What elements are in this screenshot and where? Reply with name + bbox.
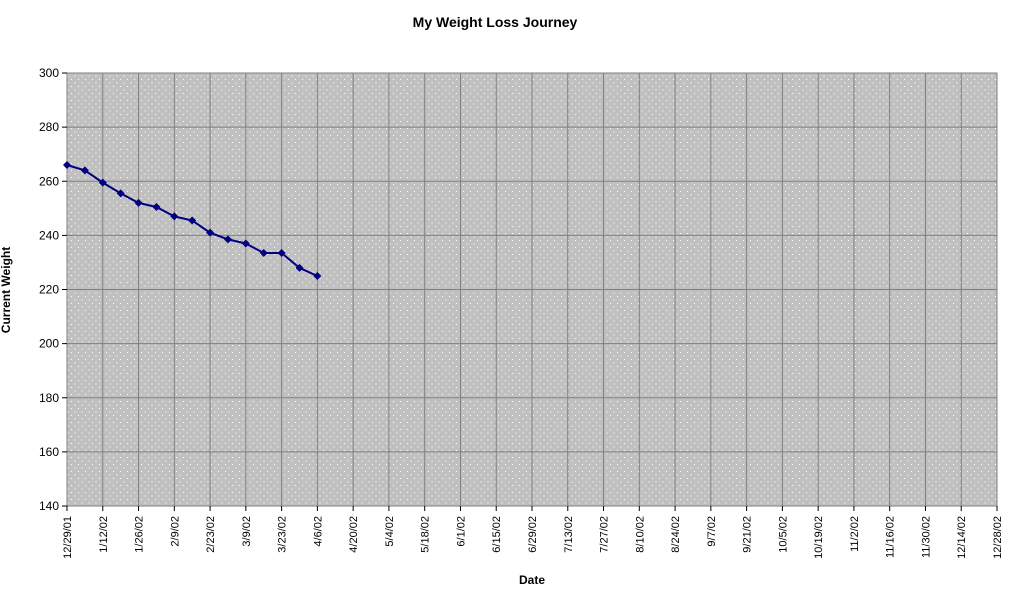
x-tick-label: 4/6/02 xyxy=(312,516,324,547)
data-point xyxy=(134,198,143,207)
x-tick-label: 6/29/02 xyxy=(527,516,539,553)
x-tick-label: 12/14/02 xyxy=(956,516,968,559)
x-tick-label: 8/10/02 xyxy=(634,516,646,553)
y-tick-label: 240 xyxy=(39,228,59,242)
x-tick-label: 11/16/02 xyxy=(885,516,897,558)
y-tick-label: 300 xyxy=(39,66,59,80)
x-tick-label: 4/20/02 xyxy=(348,516,360,553)
x-tick-label: 1/12/02 xyxy=(98,516,110,553)
y-tick-label: 220 xyxy=(39,283,59,297)
y-tick-label: 280 xyxy=(39,120,59,134)
x-tick-label: 6/1/02 xyxy=(455,516,467,547)
x-tick-label: 9/7/02 xyxy=(706,516,718,547)
y-tick-label: 140 xyxy=(39,499,59,513)
data-point xyxy=(313,271,322,280)
x-tick-label: 6/15/02 xyxy=(491,516,503,553)
y-axis-title: Current Weight xyxy=(0,247,13,333)
y-tick-label: 180 xyxy=(39,391,59,405)
x-tick-label: 7/13/02 xyxy=(563,516,575,553)
x-tick-label: 8/24/02 xyxy=(670,516,682,553)
data-point xyxy=(98,178,107,187)
x-tick-label: 11/30/02 xyxy=(920,516,932,558)
y-axis-ticks: 140 160 180 200 220 240 260 280 300 xyxy=(39,66,67,513)
data-point xyxy=(116,189,125,198)
data-point xyxy=(277,248,286,257)
series-layer xyxy=(63,161,322,280)
data-point xyxy=(63,161,71,170)
x-tick-label: 12/28/02 xyxy=(992,516,1004,559)
x-tick-label: 10/19/02 xyxy=(813,516,825,559)
x-tick-label: 5/18/02 xyxy=(420,516,432,553)
data-point xyxy=(223,235,232,244)
x-tick-label: 9/21/02 xyxy=(742,516,754,553)
chart-title: My Weight Loss Journey xyxy=(412,14,578,30)
x-tick-label: 3/9/02 xyxy=(241,516,253,547)
data-point xyxy=(241,239,250,248)
x-tick-label: 2/9/02 xyxy=(169,516,181,547)
grid xyxy=(66,72,998,507)
data-point xyxy=(295,263,304,272)
data-point xyxy=(80,166,89,175)
x-axis-title: Date xyxy=(519,573,545,587)
x-axis-ticks: 12/29/01 1/12/02 1/26/02 2/9/02 2/23/02 3/9/0… xyxy=(62,506,1004,559)
data-point xyxy=(170,212,179,221)
y-tick-label: 200 xyxy=(39,337,59,351)
x-tick-label: 12/29/01 xyxy=(62,516,74,559)
x-tick-label: 2/23/02 xyxy=(205,516,217,553)
x-tick-label: 10/5/02 xyxy=(777,516,789,553)
x-tick-label: 3/23/02 xyxy=(277,516,289,553)
data-point xyxy=(188,216,197,225)
x-tick-label: 1/26/02 xyxy=(134,516,146,553)
y-tick-label: 260 xyxy=(39,174,59,188)
data-point xyxy=(152,202,161,211)
data-point xyxy=(259,248,268,257)
y-tick-label: 160 xyxy=(39,445,59,459)
x-tick-label: 7/27/02 xyxy=(599,516,611,553)
x-tick-label: 5/4/02 xyxy=(384,516,396,547)
data-point xyxy=(206,228,215,237)
x-tick-label: 11/2/02 xyxy=(849,516,861,552)
